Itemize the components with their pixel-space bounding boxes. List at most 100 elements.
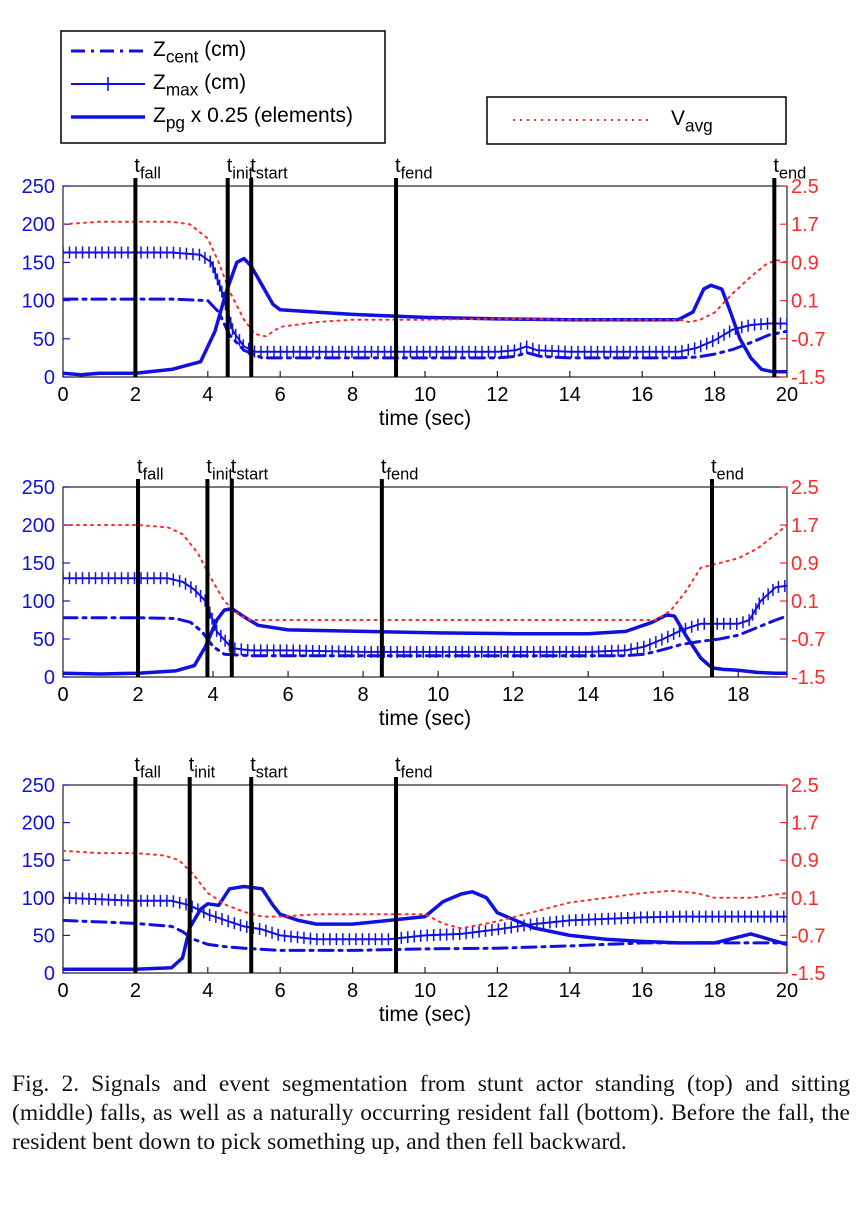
panel-bottom-event-label-fend-base: t (395, 754, 401, 776)
figure-caption-label: Fig. 2. (12, 1071, 80, 1097)
panel-top-xtick-label: 2 (130, 384, 141, 406)
panel-middle: 0 50 100 150 200 250 -1.5 -0.7 0.1 0.9 1.7 2.5 0 2 4 6 8… (22, 456, 826, 730)
panel-middle-frame (62, 486, 788, 678)
panel-bottom-ytick-label-right: 2.5 (791, 775, 819, 797)
panel-middle-ytick-label-right: 0.1 (791, 591, 819, 613)
panel-bottom-series-plus (63, 896, 787, 941)
panel-top-xtick-label: 14 (559, 384, 581, 406)
panel-bottom-ytick-label-right: -1.5 (791, 963, 825, 985)
panel-top-ytick-label-right: 2.5 (791, 176, 819, 198)
figure-caption-text: Signals and event segmentation from stun… (12, 1071, 850, 1155)
panel-bottom-ytick-label-left: 200 (22, 813, 55, 835)
legend-label-2-after: (cm) (198, 71, 246, 94)
panel-top-event-label-fall-sub: fall (140, 164, 161, 182)
legend-right: Vavg (486, 96, 787, 145)
panel-bottom-event-label-fall-base: t (134, 754, 140, 776)
panel-top-ytick-label-right: -0.7 (791, 329, 825, 351)
panel-middle-ytick-label-left: 50 (33, 629, 55, 651)
panel-bottom-event-label-start-base: t (250, 754, 256, 776)
panel-middle-series-group (63, 524, 787, 676)
panel-top-series-plus (63, 251, 787, 353)
panel-middle-event-label-start-sub: start (236, 465, 268, 483)
panel-middle-ytick-label-left: 150 (22, 553, 55, 575)
panel-bottom-xtick-label: 6 (275, 980, 286, 1002)
panel-top-xtick-label: 0 (57, 384, 68, 406)
panel-bottom-series-group (63, 849, 787, 971)
panel-top-event-label-fall: tfall (134, 155, 161, 182)
panel-top-ytick-label-right: 0.1 (791, 291, 819, 313)
legend-label-right-1-sub: avg (685, 116, 713, 136)
panel-middle-xtick-label: 8 (358, 684, 369, 706)
panel-middle-event-label-fend-sub: fend (386, 465, 418, 483)
panel-bottom-xtick-label: 20 (776, 980, 798, 1002)
panel-middle-series-solid (63, 606, 787, 676)
panel-bottom-xtick-label: 14 (559, 980, 581, 1002)
panel-bottom-xtick-label: 16 (631, 980, 653, 1002)
legend-label-1: Zcent (cm) (153, 38, 246, 67)
panel-middle-ytick-label-left: 200 (22, 515, 55, 537)
panel-top-ytick-label-right: 1.7 (791, 214, 819, 236)
panel-top-ytick-label-left: 200 (22, 214, 55, 236)
panel-top-event-label-end-sub: end (779, 164, 806, 182)
panel-bottom-xtick-label: 2 (130, 980, 141, 1002)
legend-label-2: Zmax (cm) (153, 71, 246, 100)
figure-caption: Fig. 2. Signals and event segmentation fr… (12, 1070, 850, 1157)
panel-bottom-xtick-label: 18 (703, 980, 725, 1002)
panel-middle-ytick-label-right: -1.5 (791, 667, 825, 689)
panel-top-frame (62, 185, 788, 378)
legend-label-right-1: Vavg (671, 107, 713, 136)
panel-bottom-ytick-label-right: 0.1 (791, 888, 819, 910)
panel-middle-event-label-fall-sub: fall (143, 465, 164, 483)
panel-bottom-event-label-start-sub: start (256, 763, 288, 781)
panel-bottom-frame (62, 784, 788, 974)
panel-top-event-label-init-sub: init (232, 164, 253, 182)
panel-bottom-series-dashdot (63, 918, 787, 952)
panel-bottom-xtick-label: 4 (202, 980, 213, 1002)
panel-top-ytick-label-left: 100 (22, 291, 55, 313)
panel-top-ytick-label-right: 0.9 (791, 252, 819, 274)
panel-top-ytick-label-left: 0 (44, 367, 55, 389)
legend-label-3-base: Z (153, 104, 166, 127)
panel-middle-xtick-label: 10 (427, 684, 449, 706)
panel-top-xtick-label: 6 (275, 384, 286, 406)
legend-label-1-after: (cm) (198, 38, 246, 61)
panel-top-event-label-start: tstart (250, 155, 288, 182)
panel-bottom-ytick-label-left: 100 (22, 888, 55, 910)
panel-middle-ytick-label-right: -0.7 (791, 629, 825, 651)
panel-top-ytick-label-left: 250 (22, 176, 55, 198)
panel-middle-xtick-label: 16 (652, 684, 674, 706)
panel-middle-event-label-fall-base: t (137, 456, 143, 478)
panel-middle-ytick-label-left: 0 (44, 667, 55, 689)
panel-bottom-ytick-label-right: -0.7 (791, 925, 825, 947)
panel-bottom-xtick-label: 0 (57, 980, 68, 1002)
panel-middle-xtick-label: 6 (283, 684, 294, 706)
panel-bottom-event-label-init-base: t (189, 754, 195, 776)
panel-top-xtick-label: 16 (631, 384, 653, 406)
panel-bottom-ytick-label-right: 1.7 (791, 813, 819, 835)
panel-bottom-ytick-label-left: 150 (22, 850, 55, 872)
panel-top-event-label-fend-base: t (395, 155, 401, 177)
panel-middle-event-label-fend: tfend (381, 456, 418, 483)
panel-top-xlabel: time (sec) (379, 407, 471, 430)
panel-middle-event-label-fall: tfall (137, 456, 164, 483)
legend-left-box (60, 30, 386, 144)
panel-top-event-label-init: tinit (227, 155, 254, 182)
panel-bottom-xlabel: time (sec) (379, 1003, 471, 1026)
panel-top-event-label-fend: tfend (395, 155, 432, 182)
panel-bottom-event-label-fend-sub: fend (401, 763, 433, 781)
panel-middle-xtick-label: 14 (577, 684, 599, 706)
panel-middle-xlabel: time (sec) (379, 707, 471, 730)
panel-bottom-event-label-init: tinit (189, 754, 216, 781)
panel-middle-event-label-start-base: t (231, 456, 237, 478)
panel-top-event-label-start-base: t (250, 155, 256, 177)
legend-label-right-1-base: V (671, 107, 685, 130)
panel-middle-event-label-init-base: t (206, 456, 212, 478)
panel-bottom-ytick-label-right: 0.9 (791, 850, 819, 872)
panel-bottom-ytick-label-left: 250 (22, 775, 55, 797)
panel-middle-ytick-label-right: 1.7 (791, 515, 819, 537)
panel-middle-event-label-fend-base: t (381, 456, 387, 478)
panel-bottom-ytick-label-left: 0 (44, 963, 55, 985)
panel-middle-event-label-end-base: t (711, 456, 717, 478)
panel-middle-ytick-label-right: 2.5 (791, 477, 819, 499)
panel-middle-ytick-label-right: 0.9 (791, 553, 819, 575)
